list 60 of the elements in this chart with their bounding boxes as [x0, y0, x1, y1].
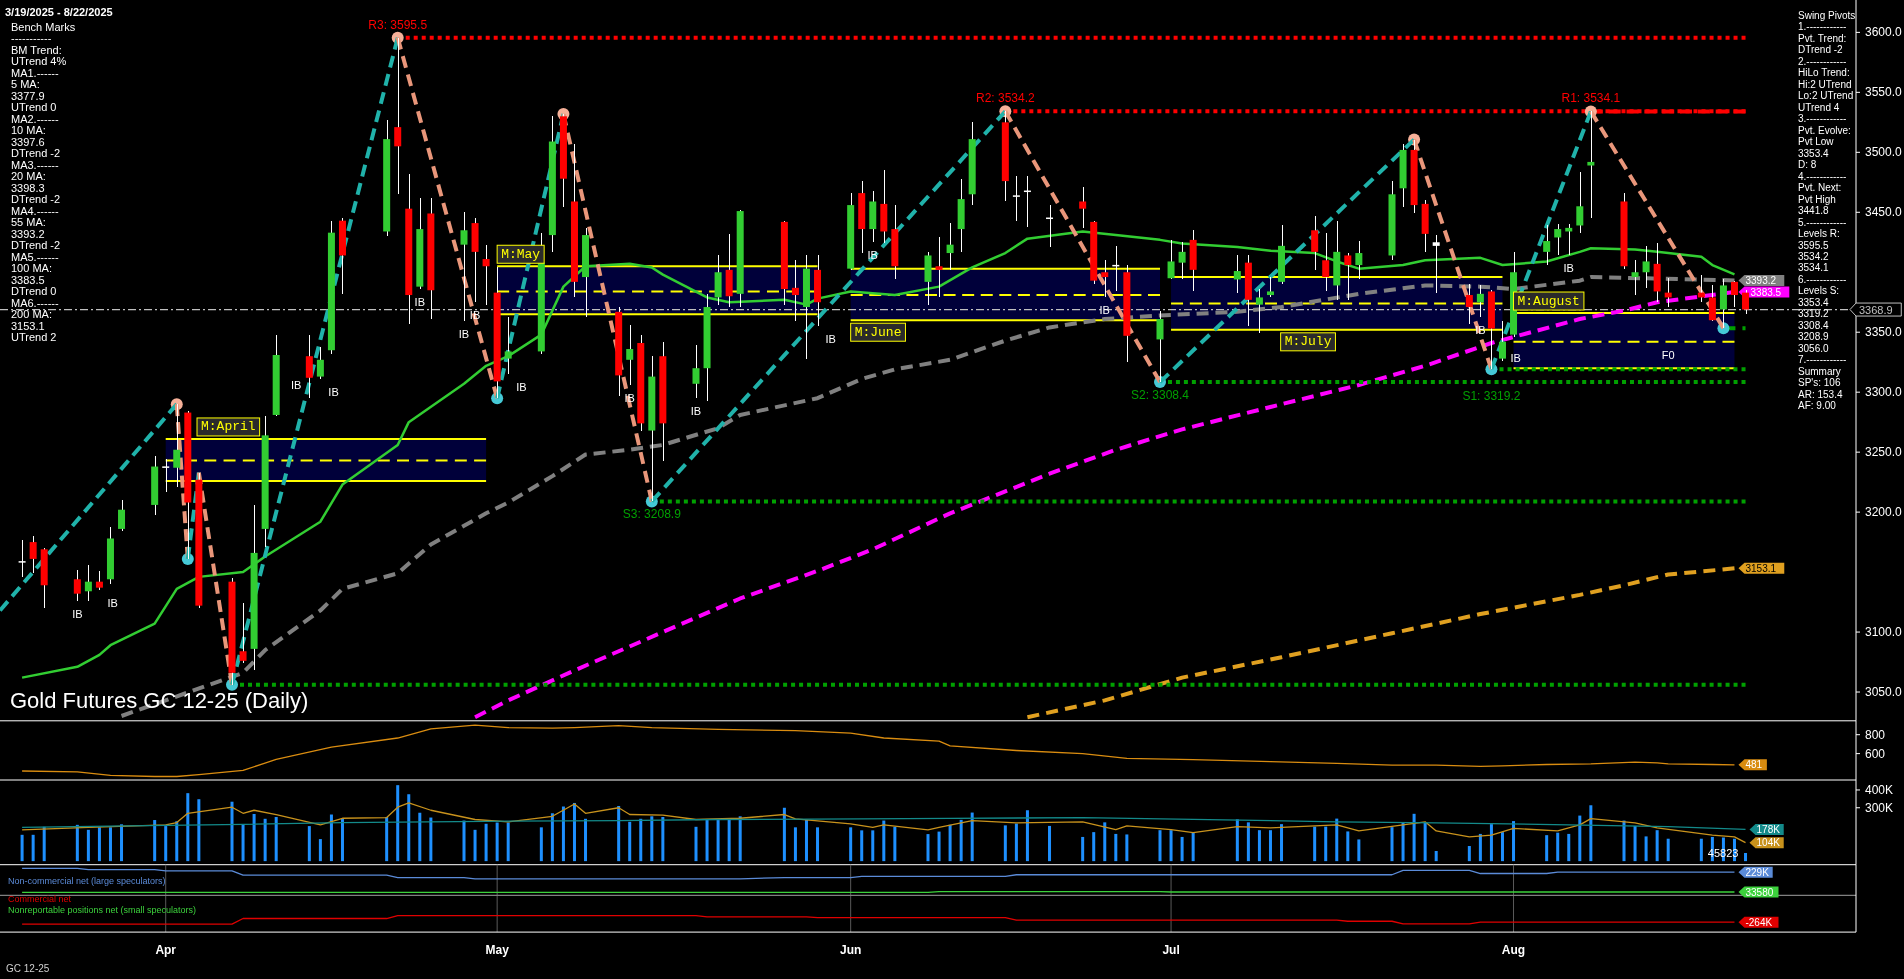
- annotation: S2: 3308.4: [1130, 388, 1190, 403]
- data-label: 229K: [1745, 866, 1770, 878]
- y-tick-label: 3500.0: [1865, 145, 1903, 160]
- annotation: R2: 3534.2: [975, 91, 1036, 106]
- annotation: IB: [516, 381, 527, 394]
- annotation: R1: 3534.1: [1561, 91, 1621, 106]
- annotation: IB: [1510, 352, 1521, 364]
- y-tick-label: 3100.0: [1865, 625, 1903, 640]
- y-tick-label: 800: [1865, 727, 1886, 742]
- x-tick-label: Apr: [155, 943, 177, 958]
- data-label: 3383.5: [1750, 286, 1782, 298]
- x-tick-label: Jul: [1162, 943, 1180, 958]
- text: GC 12-25: [6, 962, 50, 974]
- annotation: IB: [107, 597, 118, 610]
- text: Swing Pivots 1.------------ Pvt. Trend: DTrend -2 2.------------ HiLo Trend: Hi:2 UTrend Lo:2 UTrend UTrend 4 3.------------ Pvt. Evolve: Pvt Low 3353.4 D: 8 4.------------ Pvt. Next: Pvt High 3441.8 5.------------ Levels R: 3595.5 3534.2 3534.1 6.------------ Levels S: 3353.4 3319.2 3308.4 3208.9 3056.0 7.------------ Summary SP's: 106 AR: 153.4 AF: 9.00: [1798, 9, 1856, 412]
- annotation: F0: [1661, 348, 1675, 361]
- x-tick-label: May: [485, 943, 510, 958]
- annotation: IB: [328, 385, 339, 398]
- text: 3/19/2025 - 8/22/2025: [5, 6, 113, 18]
- text: Gold Futures GC 12-25 (Daily): [10, 687, 309, 713]
- y-tick-label: 3350.0: [1865, 325, 1903, 340]
- y-tick-label: 3450.0: [1865, 205, 1903, 220]
- y-tick-label: 3250.0: [1865, 445, 1903, 460]
- annotation: IB: [867, 249, 878, 262]
- data-label: 104K: [1756, 837, 1781, 849]
- x-tick-label: Aug: [1501, 943, 1526, 958]
- data-label: 178K: [1756, 823, 1781, 835]
- y-tick-label: 3550.0: [1865, 85, 1903, 100]
- data-label: 3153.1: [1745, 562, 1777, 574]
- text: M:August: [1517, 293, 1580, 309]
- ref-line-label: 3368.9: [1859, 303, 1893, 316]
- annotation: S3: 3208.9: [622, 507, 682, 522]
- text: Commercial net: [8, 894, 72, 905]
- x-tick-label: Jun: [839, 943, 862, 958]
- annotation: IB: [458, 328, 470, 341]
- y-tick-label: 3200.0: [1865, 505, 1903, 520]
- data-label: 481: [1745, 759, 1763, 771]
- text: M:May: [501, 246, 541, 262]
- annotation: IB: [690, 405, 702, 418]
- data-label: -264K: [1745, 916, 1773, 928]
- annotation: IB: [624, 391, 635, 404]
- y-tick-label: 600: [1865, 746, 1886, 761]
- data-label: 33580: [1745, 886, 1774, 898]
- annotation: IB: [1563, 262, 1574, 275]
- data-label: 3393.2: [1745, 274, 1777, 286]
- series-label: Non-commercial net (large speculators): [8, 876, 166, 887]
- annotation: IB: [825, 333, 836, 346]
- annotation: S1: 3319.2: [1462, 389, 1521, 404]
- y-tick-label: 3600.0: [1865, 25, 1903, 40]
- annotation: IB: [414, 296, 426, 309]
- annotation: R3: 3595.5: [368, 17, 428, 32]
- series-label: Nonreportable positions net (small speculators): [8, 905, 197, 916]
- annotation: IB: [72, 607, 83, 620]
- annotation: IB: [290, 379, 302, 392]
- y-tick-label: 3300.0: [1865, 385, 1903, 400]
- y-tick-label: 3050.0: [1865, 685, 1903, 700]
- y-tick-label: 300K: [1865, 800, 1894, 815]
- text: Bench Marks ----------- BM Trend: UTrend 4% MA1.------ 5 MA: 3377.9 UTrend 0 MA2.------ 10 MA: 3397.6 DTrend -2 MA3.------ 20 MA: 3398.3 DTrend -2 MA4.------ 55 MA: 3393.2 DTrend -2 MA5.------ 100 MA: 3383.5 DTrend 0 MA6.------ 200 MA: 3153.1 UTrend 2: [11, 20, 76, 343]
- y-tick-label: 400K: [1865, 782, 1894, 797]
- text: M:April: [201, 419, 256, 435]
